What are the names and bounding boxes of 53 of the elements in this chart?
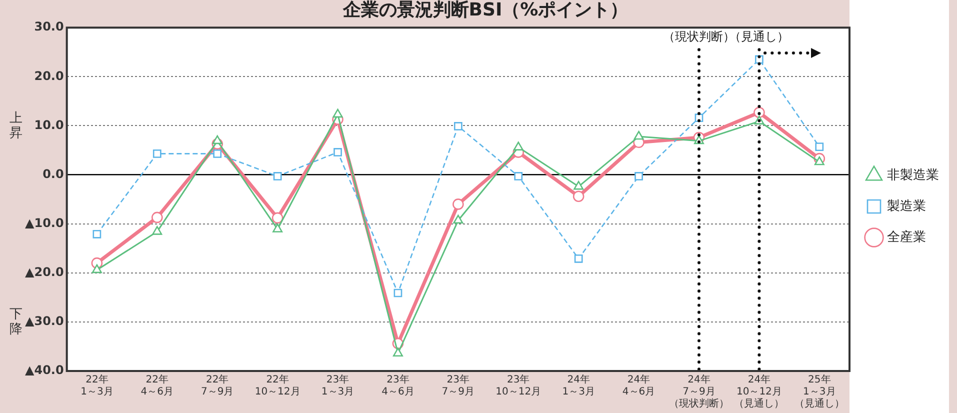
point	[394, 288, 402, 298]
point	[815, 142, 824, 151]
x-tick-label: 23年 4～6月	[382, 374, 414, 398]
point	[213, 149, 222, 158]
point	[572, 190, 584, 202]
point	[334, 148, 342, 156]
x-tick-label: 23年 1～3月	[321, 374, 354, 398]
y-tick-label: 30.0	[34, 20, 64, 34]
y-tick-label: ▲20.0	[24, 265, 64, 280]
point	[152, 226, 162, 235]
legend-label: 全産業	[887, 228, 926, 245]
x-tick-label: 24年 7～9月（現状判断）	[668, 374, 729, 410]
point	[332, 108, 343, 118]
point	[574, 180, 584, 190]
y-tick-label: 10.0	[34, 118, 64, 132]
point	[151, 212, 163, 224]
point	[634, 172, 643, 180]
point	[272, 224, 283, 232]
text: 下降	[8, 306, 24, 337]
x-tick-label: 23年 10～12月	[496, 374, 542, 398]
x-tick-label: 25年 1～3月（見通し）	[794, 374, 844, 410]
x-tick-label: 23年 7～9月	[442, 374, 475, 398]
x-tick-label: 24年 10～12月（見通し）	[734, 374, 784, 410]
point	[212, 135, 222, 144]
y-tick-label: 0.0	[42, 166, 64, 181]
text: 上昇	[8, 110, 24, 141]
x-tick-label: 22年 4～6月	[140, 374, 174, 398]
chart-title: 企業の景況判断BSI（%ポイント）	[342, 0, 628, 20]
point	[453, 214, 464, 224]
y-tick-label: ▲40.0	[24, 363, 64, 378]
point	[454, 122, 462, 130]
x-tick-label: 24年 4～6月	[622, 374, 656, 398]
point	[272, 212, 284, 224]
x-tick-label: 24年 1～3月	[562, 374, 595, 398]
x-tick-label: 22年 1～3月	[80, 374, 114, 398]
x-tick-label: 22年 7～9月	[200, 374, 234, 398]
point	[452, 198, 464, 210]
point	[152, 149, 162, 158]
point	[634, 130, 644, 140]
point	[273, 172, 282, 180]
point	[814, 156, 824, 166]
point	[574, 254, 583, 263]
y-tick-label: ▲30.0	[24, 314, 64, 328]
point	[92, 264, 102, 274]
y-tick-label: 20.0	[34, 68, 64, 83]
point	[514, 172, 523, 180]
point	[392, 348, 403, 356]
legend-label: 製造業	[887, 198, 926, 214]
point	[513, 142, 524, 150]
x-tick-label: 22年 10～12月	[254, 374, 300, 398]
legend-label: 非製造業	[887, 168, 939, 183]
y-tick-label: ▲10.0	[24, 216, 64, 230]
point	[92, 230, 102, 238]
